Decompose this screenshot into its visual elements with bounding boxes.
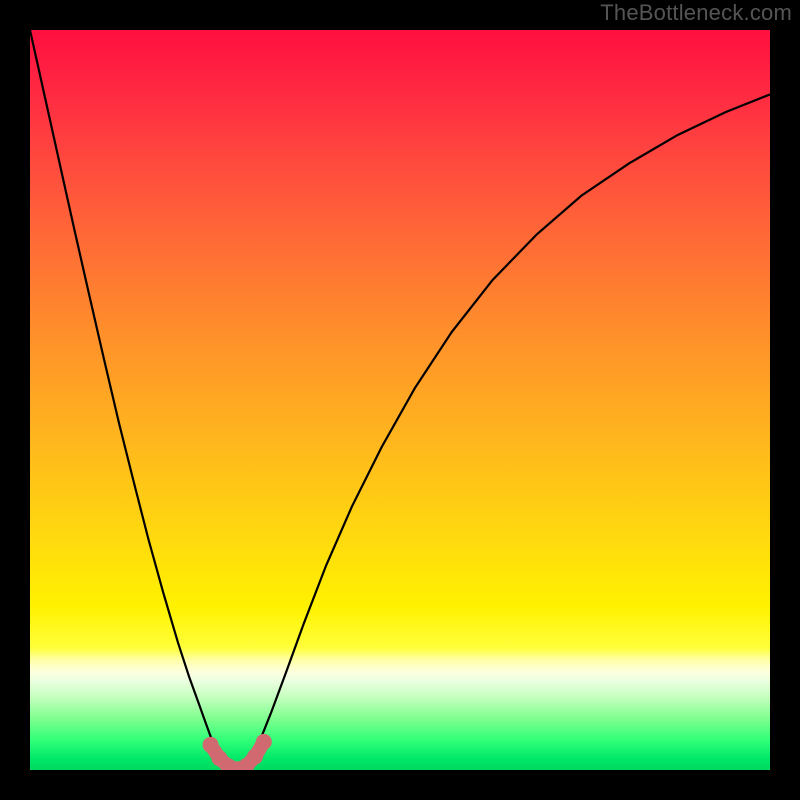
marker-cluster [203, 734, 272, 770]
right-curve [236, 94, 770, 770]
canvas-outer: TheBottleneck.com [0, 0, 800, 800]
marker-dot [247, 749, 263, 765]
marker-dot [256, 734, 272, 750]
left-curve [30, 30, 236, 770]
plot-area [30, 30, 770, 770]
curves-svg [30, 30, 770, 770]
marker-dot [203, 737, 219, 753]
watermark-text: TheBottleneck.com [600, 0, 792, 26]
